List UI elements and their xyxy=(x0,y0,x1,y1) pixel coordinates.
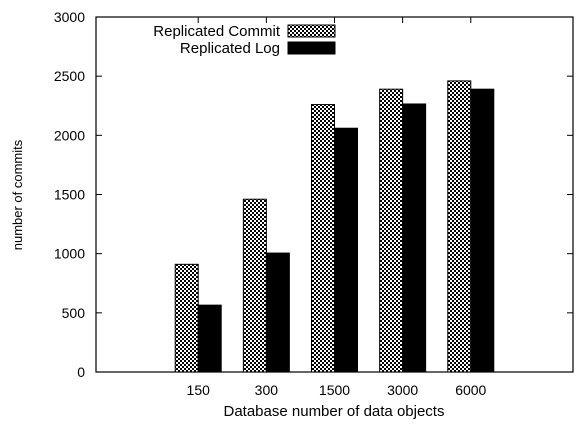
y-axis-ticks: 0 500 1000 1500 2000 2500 3000 xyxy=(54,9,573,380)
bar-replicated-commit-300 xyxy=(242,198,267,373)
y-tick-label: 2500 xyxy=(54,68,85,84)
x-tick-label: 3000 xyxy=(387,382,418,398)
x-tick-label: 1500 xyxy=(319,382,350,398)
y-tick-label: 500 xyxy=(62,305,86,321)
legend-label-replicated-commit: Replicated Commit xyxy=(153,23,281,40)
legend-label-replicated-log: Replicated Log xyxy=(180,40,280,57)
legend-swatch-replicated-log xyxy=(287,41,336,55)
bar-replicated-log-150 xyxy=(197,304,222,373)
bar-replicated-commit-6000 xyxy=(447,80,472,373)
bar-replicated-commit-150 xyxy=(174,263,199,373)
bar-replicated-log-1500 xyxy=(334,127,358,373)
y-axis-label: number of commits xyxy=(10,139,25,250)
x-tick-label: 300 xyxy=(255,382,279,398)
bar-replicated-log-6000 xyxy=(470,88,495,373)
y-tick-label: 2000 xyxy=(54,127,85,143)
y-tick-label: 3000 xyxy=(54,9,85,25)
y-tick-label: 1500 xyxy=(54,187,85,203)
bar-replicated-commit-1500 xyxy=(311,104,335,373)
legend: Replicated Commit Replicated Log xyxy=(153,23,336,57)
x-tick-label: 6000 xyxy=(455,382,486,398)
bar-replicated-log-3000 xyxy=(402,103,427,373)
legend-swatch-replicated-commit xyxy=(287,24,336,38)
y-tick-label: 0 xyxy=(77,364,85,380)
y-tick-label: 1000 xyxy=(54,246,85,262)
bar-replicated-log-300 xyxy=(265,252,290,373)
x-axis-label: Database number of data objects xyxy=(224,403,445,420)
x-tick-label: 150 xyxy=(187,382,211,398)
bar-replicated-commit-3000 xyxy=(379,88,404,373)
x-axis-ticks: 150 300 1500 3000 6000 xyxy=(187,17,487,398)
bar-series xyxy=(174,80,495,373)
